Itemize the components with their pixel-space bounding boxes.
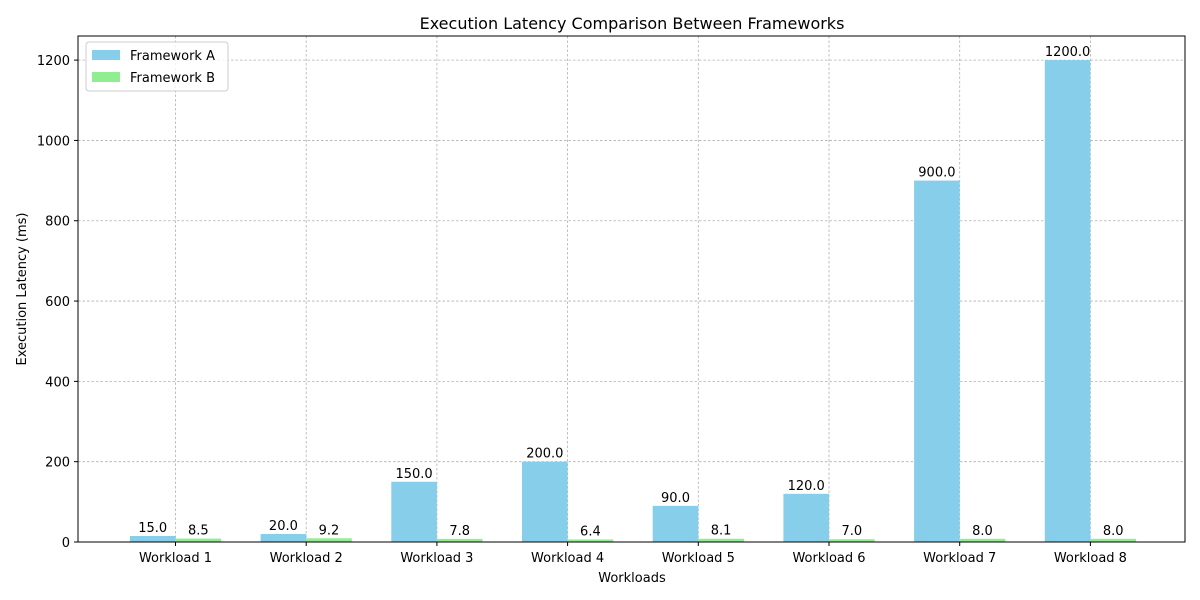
- bar-series-2: [306, 538, 352, 542]
- y-tick-label: 600: [45, 295, 70, 310]
- bar-value-label: 8.0: [1103, 524, 1124, 539]
- plot-frame: [77, 35, 1186, 543]
- x-tick-label: Workload 1: [139, 551, 212, 566]
- bar-series-2: [175, 538, 222, 542]
- bar-series-1: [391, 481, 437, 542]
- bar-value-label: 8.1: [711, 524, 732, 539]
- bar-value-label: 9.2: [319, 523, 340, 538]
- x-tick-label: Workload 6: [792, 551, 865, 566]
- x-tick-label: Workload 7: [923, 551, 996, 566]
- y-tick-label: 1200: [37, 54, 70, 69]
- bar-series-2: [959, 538, 1006, 542]
- y-tick-label: 200: [45, 456, 70, 471]
- bar-value-label: 8.5: [188, 524, 209, 539]
- bar-series-1: [129, 535, 176, 542]
- bar-value-label: 6.4: [580, 524, 601, 539]
- bar-value-label: 120.0: [788, 479, 825, 494]
- x-axis-ticks: Workload 1 Workload 2 Workload 3 Workload 4…: [139, 542, 1127, 566]
- y-axis-label: Execution Latency (ms): [15, 212, 30, 365]
- x-tick-label: Workload 2: [270, 551, 343, 566]
- y-axis-ticks: 0 200 400 600 800 1000 1200: [37, 54, 78, 551]
- y-tick-label: 400: [45, 375, 70, 390]
- grid-lines: [78, 36, 1185, 543]
- bar-series-1: [1044, 60, 1091, 542]
- bar-series-1: [260, 533, 307, 542]
- bar-series-1: [522, 461, 568, 542]
- bar-value-label: 20.0: [269, 519, 298, 534]
- bar-value-label: 200.0: [526, 447, 563, 462]
- bar-series-2: [829, 539, 875, 542]
- bar-value-label: 7.8: [449, 524, 470, 539]
- bar-series-1: [783, 493, 829, 542]
- legend-swatch-framework-b: [92, 72, 120, 82]
- legend-swatch-framework-a: [92, 50, 120, 60]
- x-tick-label: Workload 5: [662, 551, 735, 566]
- y-tick-label: 800: [45, 215, 70, 230]
- x-axis-label: Workloads: [598, 571, 666, 586]
- x-tick-label: Workload 4: [531, 551, 604, 566]
- legend: Framework A Framework B: [85, 41, 229, 92]
- bar-value-label: 900.0: [918, 166, 955, 181]
- y-tick-label: 0: [62, 536, 70, 551]
- bar-series-1: [914, 180, 960, 543]
- data-labels: 15.0 20.0 150.0 200.0 90.0 120.0 900.0 1200.0 8.…: [138, 45, 1123, 539]
- bar-value-label: 150.0: [395, 467, 432, 482]
- bar-value-label: 1200.0: [1045, 45, 1091, 60]
- bar-series-2: [1090, 538, 1136, 542]
- bar-value-label: 90.0: [661, 491, 690, 506]
- chart-title: Execution Latency Comparison Between Fra…: [420, 14, 845, 33]
- bar-series-1: [652, 505, 699, 542]
- x-tick-label: Workload 3: [400, 551, 473, 566]
- legend-frame: [85, 41, 229, 92]
- bar-value-label: 7.0: [841, 524, 862, 539]
- bar-value-label: 15.0: [138, 521, 167, 536]
- bar-series-2: [698, 538, 744, 542]
- x-tick-label: Workload 8: [1054, 551, 1127, 566]
- bar-series-2: [567, 539, 614, 542]
- bar-series-2: [436, 538, 483, 542]
- legend-label-framework-b: Framework B: [130, 71, 215, 86]
- legend-label-framework-a: Framework A: [130, 49, 215, 64]
- bar-value-label: 8.0: [972, 524, 993, 539]
- bars: [129, 60, 1136, 543]
- y-tick-label: 1000: [37, 134, 70, 149]
